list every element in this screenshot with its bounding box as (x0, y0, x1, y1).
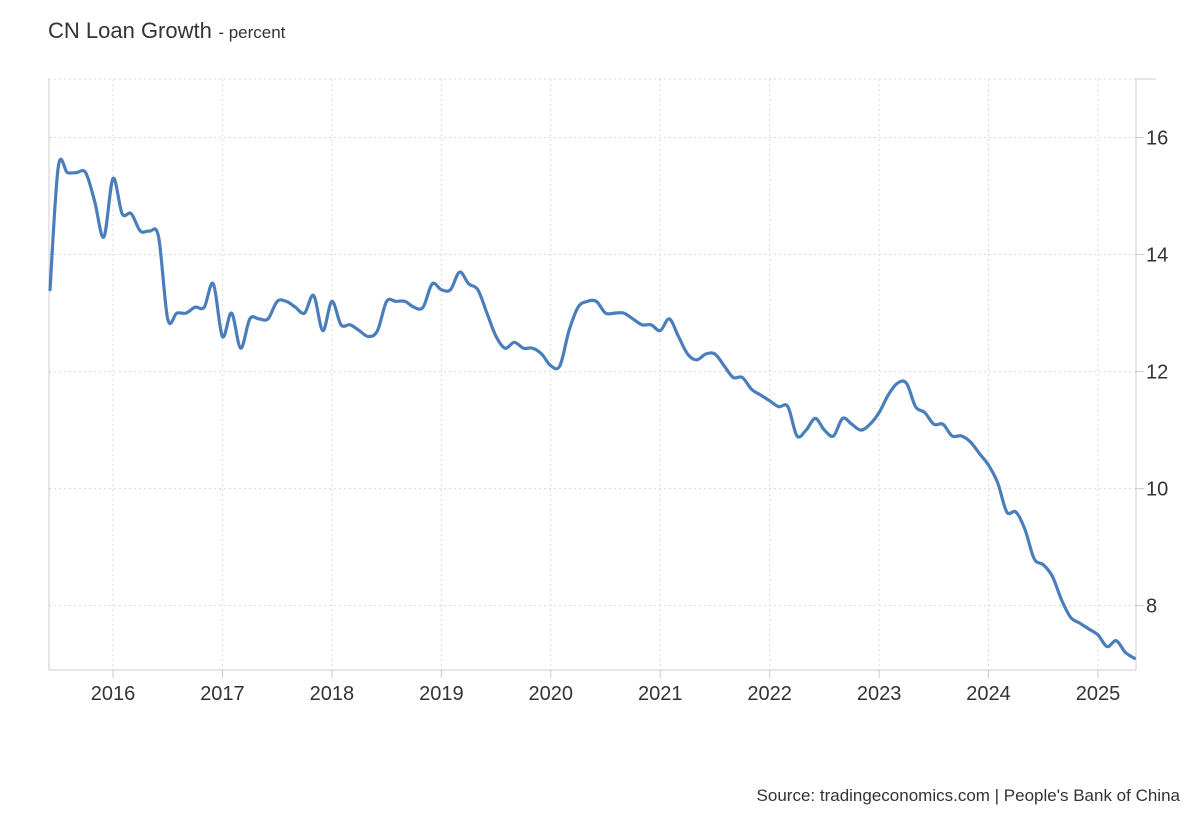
x-tick-label: 2020 (529, 683, 574, 705)
x-tick-label: 2016 (91, 683, 136, 705)
grid-layer (49, 78, 1136, 670)
x-tick-label: 2024 (966, 683, 1011, 705)
chart-title-row: CN Loan Growth - percent (48, 18, 285, 44)
chart-subtitle: - percent (218, 23, 286, 42)
x-tick-labels: 2016 2017 2018 2019 2020 2021 2022 2023 2024 2025 (91, 683, 1121, 705)
x-tick-label: 2022 (747, 683, 792, 705)
y-tick-label: 10 (1146, 479, 1168, 501)
x-tick-label: 2023 (857, 683, 902, 705)
x-tick-label: 2019 (419, 683, 464, 705)
axis-layer (48, 78, 1156, 678)
x-tick-label: 2017 (200, 683, 245, 705)
x-tick-label: 2018 (310, 683, 355, 705)
series-layer (48, 157, 1137, 660)
source-note: Source: tradingeconomics.com | People's … (756, 786, 1180, 805)
y-tick-label: 8 (1146, 596, 1157, 618)
y-tick-label: 12 (1146, 362, 1168, 384)
x-tick-label: 2021 (638, 683, 683, 705)
chart-title: CN Loan Growth (48, 18, 212, 43)
series-line (48, 157, 1137, 660)
x-tick-label: 2025 (1076, 683, 1121, 705)
y-tick-label: 16 (1146, 128, 1168, 150)
y-tick-label: 14 (1146, 245, 1168, 267)
y-tick-labels: 8 10 12 14 16 (1146, 128, 1168, 618)
